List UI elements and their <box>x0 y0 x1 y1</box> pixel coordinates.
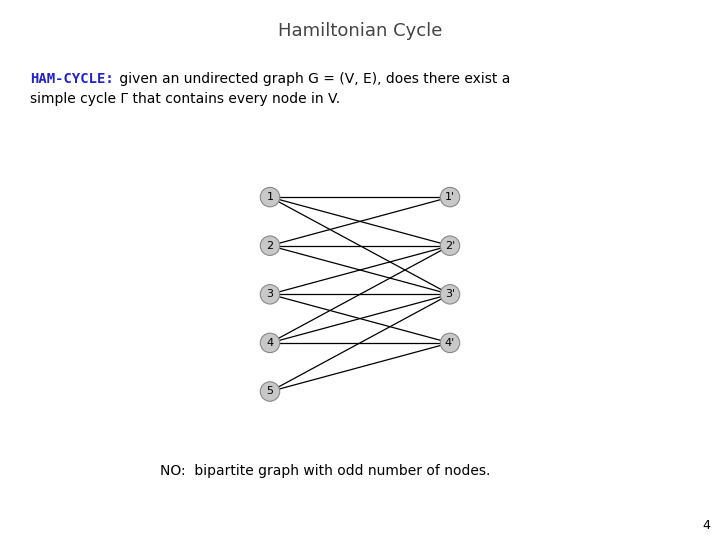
Text: Hamiltonian Cycle: Hamiltonian Cycle <box>278 22 442 40</box>
Circle shape <box>261 382 280 401</box>
Circle shape <box>261 333 280 353</box>
Text: 1: 1 <box>266 192 274 202</box>
Text: 2': 2' <box>445 241 455 251</box>
Text: 4: 4 <box>266 338 274 348</box>
Circle shape <box>261 285 280 304</box>
Circle shape <box>261 187 280 207</box>
Text: simple cycle Γ that contains every node in V.: simple cycle Γ that contains every node … <box>30 92 340 106</box>
Text: NO:  bipartite graph with odd number of nodes.: NO: bipartite graph with odd number of n… <box>160 464 490 478</box>
Text: 4: 4 <box>702 519 710 532</box>
Circle shape <box>440 187 460 207</box>
Text: 2: 2 <box>266 241 274 251</box>
Text: HAM-CYCLE:: HAM-CYCLE: <box>30 72 114 86</box>
Text: 3: 3 <box>266 289 274 299</box>
Text: 3': 3' <box>445 289 455 299</box>
Circle shape <box>440 236 460 255</box>
Circle shape <box>440 333 460 353</box>
Circle shape <box>261 236 280 255</box>
Circle shape <box>440 285 460 304</box>
Text: 5: 5 <box>266 387 274 396</box>
Text: 4': 4' <box>445 338 455 348</box>
Text: given an undirected graph G = (V, E), does there exist a: given an undirected graph G = (V, E), do… <box>115 72 510 86</box>
Text: 1': 1' <box>445 192 455 202</box>
